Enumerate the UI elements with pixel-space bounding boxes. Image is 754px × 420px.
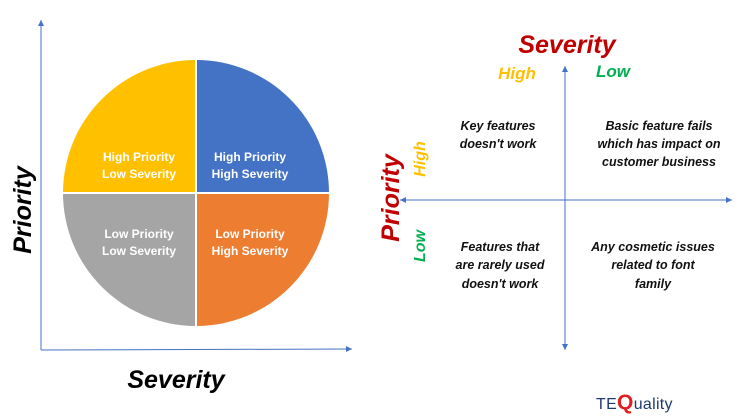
cell-hl-line1: Basic feature fails bbox=[606, 119, 713, 133]
left-y-axis-label: Priority bbox=[9, 165, 37, 254]
quadrant-high-priority-high-severity bbox=[196, 60, 329, 193]
cell-ll-line3: family bbox=[635, 277, 672, 291]
tl-line1: High Priority bbox=[103, 150, 175, 164]
left-x-axis-label: Severity bbox=[127, 366, 225, 394]
cell-hh-line1: Key features bbox=[460, 119, 535, 133]
cell-hh-line2: doesn't work bbox=[460, 137, 538, 151]
tl-line2: Low Severity bbox=[102, 167, 176, 181]
cell-low-priority-high-severity: Features that are rarely used doesn't wo… bbox=[456, 240, 545, 291]
bl-line1: Low Priority bbox=[104, 227, 174, 241]
quadrant-low-priority-low-severity bbox=[63, 193, 196, 326]
logo-prefix: TE bbox=[596, 396, 618, 413]
matrix-row-low: Low bbox=[412, 228, 429, 262]
quadrant-low-priority-high-severity bbox=[196, 193, 329, 326]
cell-lh-line1: Features that bbox=[461, 240, 540, 254]
cell-low-priority-low-severity: Any cosmetic issues related to font fami… bbox=[590, 240, 715, 291]
quadrant-high-priority-low-severity bbox=[63, 60, 196, 193]
matrix-row-title: Priority bbox=[377, 153, 405, 242]
matrix-col-low: Low bbox=[596, 62, 632, 81]
cell-ll-line1: Any cosmetic issues bbox=[590, 240, 715, 254]
tr-line1: High Priority bbox=[214, 150, 286, 164]
tequality-logo: TEQuality bbox=[596, 391, 673, 415]
cell-hl-line2: which has impact on bbox=[598, 137, 721, 151]
cell-high-priority-high-severity: Key features doesn't work bbox=[460, 119, 538, 151]
cell-hl-line3: customer business bbox=[602, 155, 716, 169]
cell-lh-line2: are rarely used bbox=[456, 258, 545, 272]
logo-suffix: uality bbox=[633, 396, 673, 413]
cell-high-priority-low-severity: Basic feature fails which has impact on … bbox=[598, 119, 721, 169]
cell-ll-line2: related to font bbox=[611, 258, 695, 272]
matrix-col-high: High bbox=[498, 64, 536, 83]
left-x-axis bbox=[40, 346, 353, 353]
cell-lh-line3: doesn't work bbox=[462, 277, 540, 291]
tr-line2: High Severity bbox=[212, 167, 289, 181]
logo-q: Q bbox=[617, 391, 634, 414]
matrix-row-high: High bbox=[412, 141, 429, 177]
matrix-title: Severity bbox=[518, 31, 616, 59]
bl-line2: Low Severity bbox=[102, 244, 176, 258]
br-line2: High Severity bbox=[212, 244, 289, 258]
br-line1: Low Priority bbox=[215, 227, 285, 241]
